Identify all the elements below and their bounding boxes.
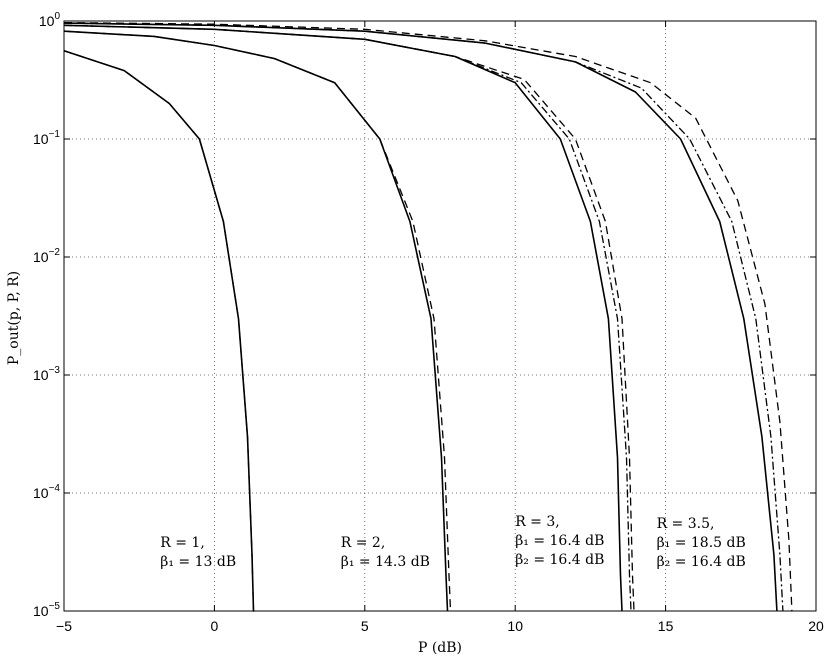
series-group	[63, 21, 793, 612]
annotation-line: β₁ = 13 dB	[160, 554, 236, 570]
y-ticks: 100 10−1 10−2 10−3 10−4 10−5	[33, 11, 816, 619]
x-axis-label: P (dB)	[418, 640, 462, 656]
y-tick-label: 10−5	[33, 601, 60, 619]
y-tick-label: 100	[39, 11, 61, 29]
x-tick-label: 10	[507, 618, 523, 634]
annotations: R = 1, β₁ = 13 dB R = 2, β₁ = 14.3 dB R = 3,…	[160, 514, 746, 570]
annotation-line: β₁ = 14.3 dB	[341, 554, 430, 570]
y-tick-label: 10−3	[33, 365, 60, 383]
x-tick-label: 5	[361, 618, 369, 634]
annotation-line: β₂ = 16.4 dB	[515, 552, 604, 568]
grid	[64, 21, 816, 611]
series-line-dashed	[63, 24, 635, 612]
series-line-dashed	[63, 21, 793, 612]
plot-frame	[63, 20, 817, 612]
annotation-line: β₁ = 18.5 dB	[657, 535, 746, 551]
y-tick-label: 10−2	[33, 247, 60, 265]
series-line-dashed	[63, 30, 452, 612]
annotation-line: β₁ = 16.4 dB	[515, 533, 604, 549]
x-tick-label: 0	[211, 618, 219, 634]
series-line-dashdot	[63, 22, 784, 612]
annotation-line: β₂ = 16.4 dB	[657, 554, 746, 570]
annotation-line: R = 3,	[515, 514, 560, 530]
plot-background	[64, 21, 816, 611]
series-line-dashdot	[63, 24, 632, 612]
y-tick-label: 10−1	[33, 129, 60, 147]
annotation-line: R = 3.5,	[657, 516, 715, 532]
annotation-line: R = 1,	[160, 535, 205, 551]
x-tick-label: 15	[658, 618, 674, 634]
annotation-line: R = 2,	[341, 535, 386, 551]
x-tick-label: 20	[808, 618, 824, 634]
y-tick-label: 10−4	[33, 483, 60, 501]
y-axis-label: P_out(p, P, R)	[6, 271, 22, 365]
x-tick-label: −5	[56, 618, 72, 634]
x-ticks: −5 0 5 10 15 20	[56, 21, 824, 634]
series-line-dashed	[63, 50, 255, 612]
